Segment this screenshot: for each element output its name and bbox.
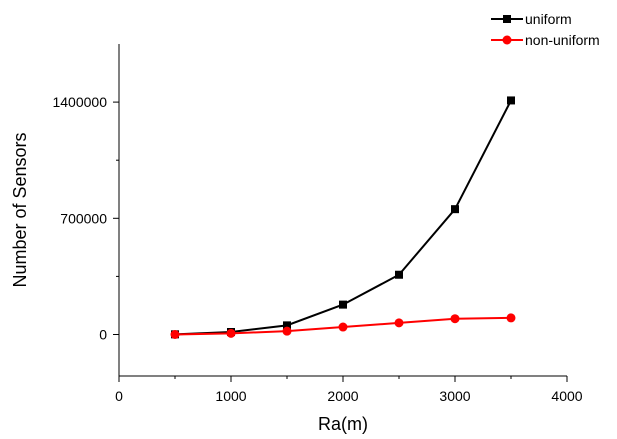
series-line-uniform: [174, 99, 512, 336]
data-point: [450, 314, 460, 324]
y-axis-title: Number of Sensors: [10, 132, 30, 287]
data-point: [395, 270, 403, 279]
data-point: [339, 300, 347, 309]
data-point: [226, 328, 236, 338]
y-tick-label: 0: [99, 327, 107, 343]
legend: uniform non-uniform: [491, 11, 600, 48]
y-tick-label: 1400000: [52, 94, 107, 110]
x-tick-label: 0: [115, 388, 123, 404]
x-tick-label: 4000: [551, 388, 582, 404]
data-point: [338, 322, 348, 332]
x-axis-title: Ra(m): [318, 414, 368, 434]
legend-marker: [503, 15, 511, 23]
data-point: [507, 96, 515, 105]
legend-marker: [502, 35, 512, 45]
x-tick-label: 1000: [215, 388, 246, 404]
series-layer: [170, 96, 516, 339]
data-point: [451, 205, 459, 214]
x-tick-label: 2000: [327, 388, 358, 404]
data-point: [394, 318, 404, 328]
legend-label: uniform: [525, 11, 572, 27]
data-point: [170, 330, 180, 339]
x-tick-label: 3000: [439, 388, 470, 404]
data-point: [283, 321, 291, 330]
legend-label: non-uniform: [525, 32, 600, 48]
data-point: [506, 313, 516, 323]
data-point: [282, 326, 292, 336]
axis-ticks: 0 1000 2000 3000 4000 0 700000 1400000: [52, 94, 582, 404]
y-tick-label: 700000: [60, 210, 107, 226]
